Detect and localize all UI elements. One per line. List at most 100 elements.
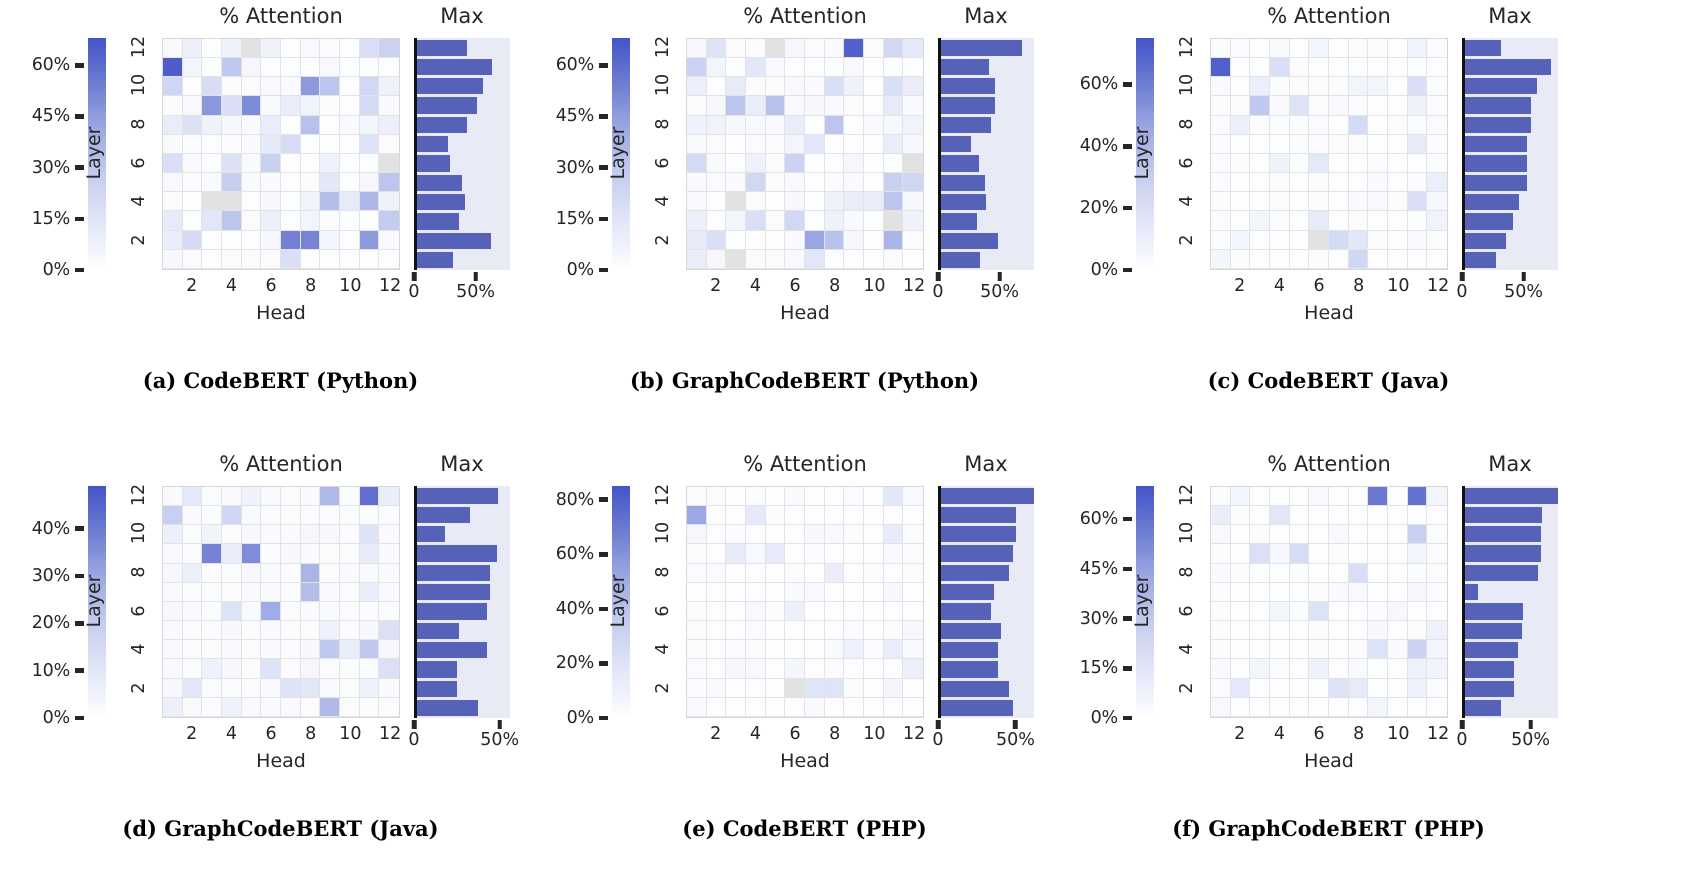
heatmap-cell xyxy=(824,601,845,622)
heatmap-cell xyxy=(241,659,262,679)
heatmap-cell xyxy=(1407,211,1428,231)
bar-fill xyxy=(941,545,1013,562)
bar-fill xyxy=(417,39,468,56)
heatmap-cell xyxy=(1289,115,1310,135)
bar-row xyxy=(1465,621,1558,640)
heatmap-cell xyxy=(320,506,340,526)
heatmap-cell xyxy=(844,134,864,154)
heatmap-y-tick: 8 xyxy=(653,566,673,578)
colorbar-tick-label: 30% xyxy=(555,157,594,178)
heatmap-cell xyxy=(1269,544,1290,564)
bar-chart-plot xyxy=(938,38,1034,270)
bar-row xyxy=(941,621,1034,640)
heatmap-cell xyxy=(706,134,727,154)
heatmap-cell xyxy=(182,115,203,135)
bar-chart-title: Max xyxy=(440,4,484,28)
heatmap-cell xyxy=(1387,582,1408,602)
heatmap-cell xyxy=(182,39,203,59)
heatmap-cell xyxy=(706,601,727,622)
heatmap-cell xyxy=(687,563,707,583)
heatmap-cell xyxy=(1269,525,1290,545)
heatmap-cell xyxy=(1407,525,1428,545)
heatmap-cell xyxy=(844,153,864,174)
heatmap-cell xyxy=(1269,39,1290,59)
heatmap-cell xyxy=(844,621,864,641)
heatmap-cell xyxy=(261,96,281,116)
heatmap-x-tick: 2 xyxy=(710,724,722,744)
bar-chart-plot xyxy=(414,38,510,270)
bar-row xyxy=(1465,583,1558,602)
bar-fill xyxy=(941,642,998,659)
heatmap-cell xyxy=(1289,487,1310,507)
bar-row xyxy=(1465,57,1558,76)
heatmap-cell xyxy=(1407,563,1428,583)
heatmap-cell xyxy=(687,96,707,116)
colorbar-tick-label: 0% xyxy=(42,260,71,280)
heatmap-cell xyxy=(687,134,707,154)
heatmap-cell xyxy=(765,621,786,641)
heatmap-cell xyxy=(202,115,222,135)
heatmap-grid xyxy=(686,38,924,270)
bar-fill xyxy=(417,584,491,601)
heatmap-cell xyxy=(844,640,864,660)
heatmap-cell xyxy=(903,582,923,602)
heatmap-cell xyxy=(804,621,825,641)
bar-fill xyxy=(1465,78,1537,95)
bar-row xyxy=(417,173,510,192)
colorbar-tick: 30% xyxy=(1080,609,1132,629)
heatmap-cell xyxy=(320,58,340,78)
heatmap-cell xyxy=(745,249,766,269)
heatmap-cell xyxy=(359,506,380,526)
heatmap-x-tick: 10 xyxy=(1387,276,1410,296)
heatmap-cell xyxy=(785,659,805,679)
heatmap-cell xyxy=(182,230,203,250)
heatmap-cell xyxy=(785,621,805,641)
heatmap-cell xyxy=(202,39,222,59)
panel-caption: (f) GraphCodeBERT (PHP) xyxy=(1172,816,1485,841)
heatmap-title: % Attention xyxy=(1267,4,1391,28)
bar-row xyxy=(941,525,1034,544)
heatmap-cell xyxy=(903,563,923,583)
heatmap-cell xyxy=(300,173,321,193)
heatmap-cell xyxy=(824,544,845,564)
heatmap-cell xyxy=(339,563,360,583)
bar-row xyxy=(941,231,1034,250)
bar-x-tick: 0 xyxy=(1456,282,1468,302)
heatmap-cell xyxy=(765,697,786,717)
heatmap-cell xyxy=(804,192,825,212)
bar-row xyxy=(1465,251,1558,270)
heatmap-cell xyxy=(221,211,242,231)
heatmap-cell xyxy=(726,230,746,250)
heatmap-cell xyxy=(1211,192,1231,212)
bar-fill xyxy=(417,487,499,504)
heatmap-cell xyxy=(1250,525,1270,545)
heatmap-cell xyxy=(1269,58,1290,78)
heatmap-cell xyxy=(726,153,746,174)
colorbar-ticks: 0% 15% 30% 45% 60% xyxy=(2,38,84,280)
heatmap-cell xyxy=(379,96,399,116)
heatmap-cell xyxy=(359,211,380,231)
heatmap-cell xyxy=(1250,77,1270,97)
heatmap-x-tick: 8 xyxy=(305,724,317,744)
heatmap-cell xyxy=(824,96,845,116)
heatmap-cell xyxy=(1211,39,1231,59)
heatmap-cell xyxy=(1309,134,1329,154)
bar-fill xyxy=(417,564,491,582)
heatmap-cell xyxy=(1387,563,1408,583)
bar-tick-mark xyxy=(1013,720,1018,729)
heatmap-cell xyxy=(280,659,301,679)
colorbar-tick: 60% xyxy=(556,544,608,564)
heatmap-cell xyxy=(359,77,380,97)
colorbar-gradient xyxy=(88,486,106,718)
heatmap-cell xyxy=(202,211,222,231)
heatmap-cell xyxy=(687,115,707,135)
heatmap-cell xyxy=(1211,153,1231,174)
heatmap-y-tick: 12 xyxy=(653,483,673,506)
heatmap-cell xyxy=(1407,58,1428,78)
heatmap-cell xyxy=(706,77,727,97)
heatmap-cell xyxy=(182,525,203,545)
heatmap-cell xyxy=(1328,487,1349,507)
heatmap-cell xyxy=(844,211,864,231)
heatmap-cell xyxy=(359,96,380,116)
heatmap-cell xyxy=(1250,134,1270,154)
